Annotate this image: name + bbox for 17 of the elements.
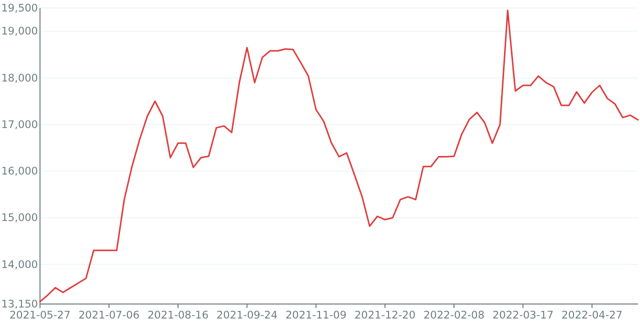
x-tick-label: 2021-05-27: [9, 309, 71, 322]
x-tick-label: 2021-09-24: [216, 309, 278, 322]
x-tick-label: 2021-12-20: [354, 309, 416, 322]
x-tick-label: 2022-02-08: [423, 309, 485, 322]
x-tick-label: 2022-03-17: [492, 309, 554, 322]
y-tick-label: 14,000: [1, 258, 38, 271]
x-tick-label: 2021-08-16: [147, 309, 209, 322]
y-tick-label: 13,150: [1, 298, 38, 310]
y-tick-label: 15,000: [1, 212, 38, 224]
y-tick-label: 16,000: [1, 166, 38, 178]
x-tick-label: 2021-11-09: [285, 309, 347, 322]
y-tick-label: 19,000: [1, 26, 38, 38]
y-tick-label: 18,000: [1, 72, 38, 84]
x-tick-label: 2021-07-06: [78, 309, 140, 322]
x-tick-label: 2022-04-27: [561, 309, 623, 322]
y-tick-label: 19,500: [1, 2, 38, 14]
y-tick-label: 17,000: [1, 118, 38, 131]
